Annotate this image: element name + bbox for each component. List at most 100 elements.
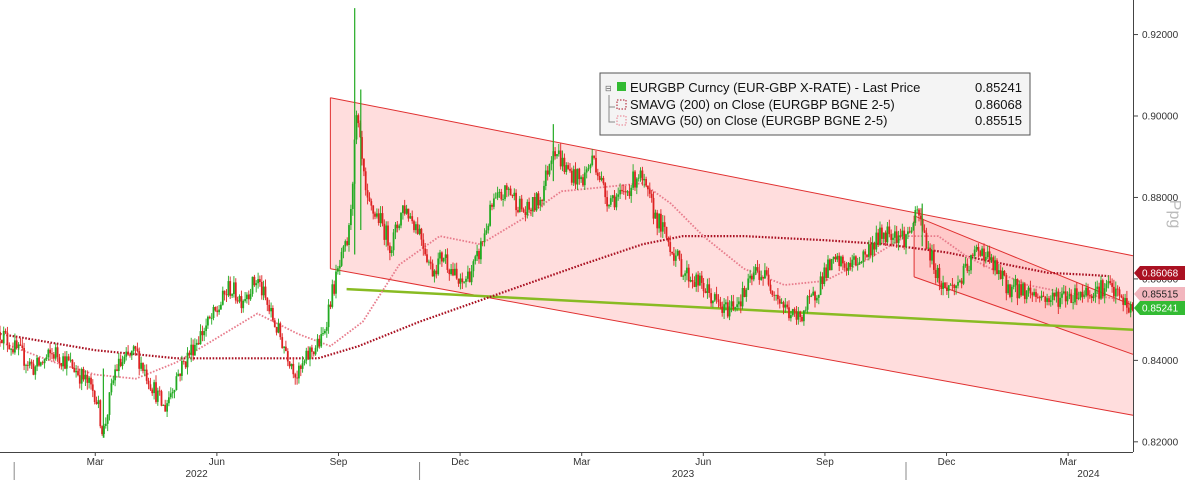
candle-body: [160, 391, 163, 406]
candle-body: [162, 404, 165, 406]
candle-body: [327, 304, 330, 328]
candle-body: [990, 257, 993, 261]
candle-body: [312, 351, 315, 355]
candle-body: [619, 189, 621, 195]
candle-body: [478, 251, 480, 260]
candle-body: [576, 168, 579, 185]
candle-body: [673, 253, 675, 261]
candle-body: [1111, 283, 1113, 287]
candle-body: [10, 349, 12, 350]
legend-collapse-icon[interactable]: ⊟: [605, 84, 612, 93]
candle-body: [1079, 291, 1082, 298]
candle-body: [999, 270, 1002, 279]
candle-body: [890, 234, 893, 240]
candle-body: [704, 291, 707, 293]
legend-entry-2-value: 0.85515: [975, 113, 1022, 128]
candle-body: [260, 281, 263, 296]
candle-body: [1003, 270, 1006, 276]
candle-body: [734, 307, 737, 309]
candle-body: [946, 287, 948, 291]
candle-body: [1059, 297, 1061, 307]
candle-body: [808, 296, 811, 298]
sma50-line: [0, 182, 1117, 380]
candle-body: [424, 248, 427, 255]
candle-body: [994, 260, 996, 271]
candle-body: [413, 221, 415, 231]
candle-body: [721, 306, 724, 313]
candle-body: [745, 289, 748, 297]
candle-body: [407, 208, 410, 219]
candle-body: [1087, 287, 1089, 296]
candle-body: [149, 384, 152, 390]
candle-body: [329, 304, 332, 307]
candle-body: [665, 226, 668, 238]
candle-body: [877, 232, 880, 245]
candle-body: [103, 426, 105, 434]
candle-body: [84, 374, 87, 380]
candle-body: [1035, 292, 1037, 297]
candle-body: [981, 248, 983, 256]
candle-body: [624, 191, 627, 193]
channel-1-upper-line: [913, 215, 1134, 306]
candle-body: [843, 263, 846, 268]
candle-body: [569, 168, 571, 171]
candle-body: [858, 261, 861, 265]
x-year-label: 2022: [185, 469, 208, 480]
candle-body: [975, 247, 978, 250]
candle-body: [517, 210, 519, 213]
candle-body: [795, 311, 798, 320]
candle-body: [307, 350, 310, 360]
candle-body: [457, 278, 460, 284]
candle-body: [294, 374, 297, 378]
candle-body: [493, 198, 495, 207]
candle-body: [522, 209, 525, 212]
x-month-label: Jun: [695, 457, 711, 468]
candle-body: [626, 191, 629, 193]
candle-body: [951, 284, 954, 286]
candle-body: [563, 157, 566, 172]
candle-body: [617, 194, 620, 197]
candle-body: [505, 185, 508, 190]
candle-body: [632, 171, 634, 188]
candle-body: [1042, 295, 1045, 297]
candle-body: [223, 290, 226, 295]
candle-body: [335, 271, 337, 294]
candle-body: [318, 338, 321, 347]
candle-body: [866, 254, 868, 257]
candle-body: [953, 284, 956, 288]
candle-body: [944, 282, 946, 288]
candle-body: [483, 233, 486, 242]
candle-body: [136, 348, 139, 352]
candle-body: [385, 225, 388, 240]
candle-body: [830, 259, 833, 271]
candle-body: [1014, 279, 1017, 286]
candle-body: [756, 267, 759, 271]
candle-body: [12, 349, 14, 353]
candle-body: [589, 165, 592, 169]
candle-body: [682, 275, 685, 277]
candle-body: [699, 275, 701, 286]
candle-body: [764, 270, 766, 279]
candle-body: [266, 297, 269, 305]
candle-body: [1031, 293, 1034, 296]
candle-body: [572, 169, 575, 183]
candle-body: [1074, 288, 1076, 303]
candle-body: [468, 271, 471, 283]
channel-0-lower-line: [330, 268, 1134, 416]
candle-body: [955, 285, 957, 288]
candle-body: [229, 281, 232, 296]
candle-body: [533, 197, 536, 211]
candle-body: [561, 157, 564, 167]
candle-body: [142, 362, 144, 371]
candle-body: [240, 296, 243, 309]
candle-body: [628, 191, 631, 196]
candle-body: [4, 330, 7, 333]
candle-body: [277, 323, 280, 333]
candle-body: [997, 270, 1000, 274]
candle-body: [678, 250, 681, 260]
candle-body: [611, 195, 614, 199]
candle-body: [1075, 288, 1078, 299]
candle-body: [99, 400, 102, 427]
candle-body: [463, 281, 465, 283]
